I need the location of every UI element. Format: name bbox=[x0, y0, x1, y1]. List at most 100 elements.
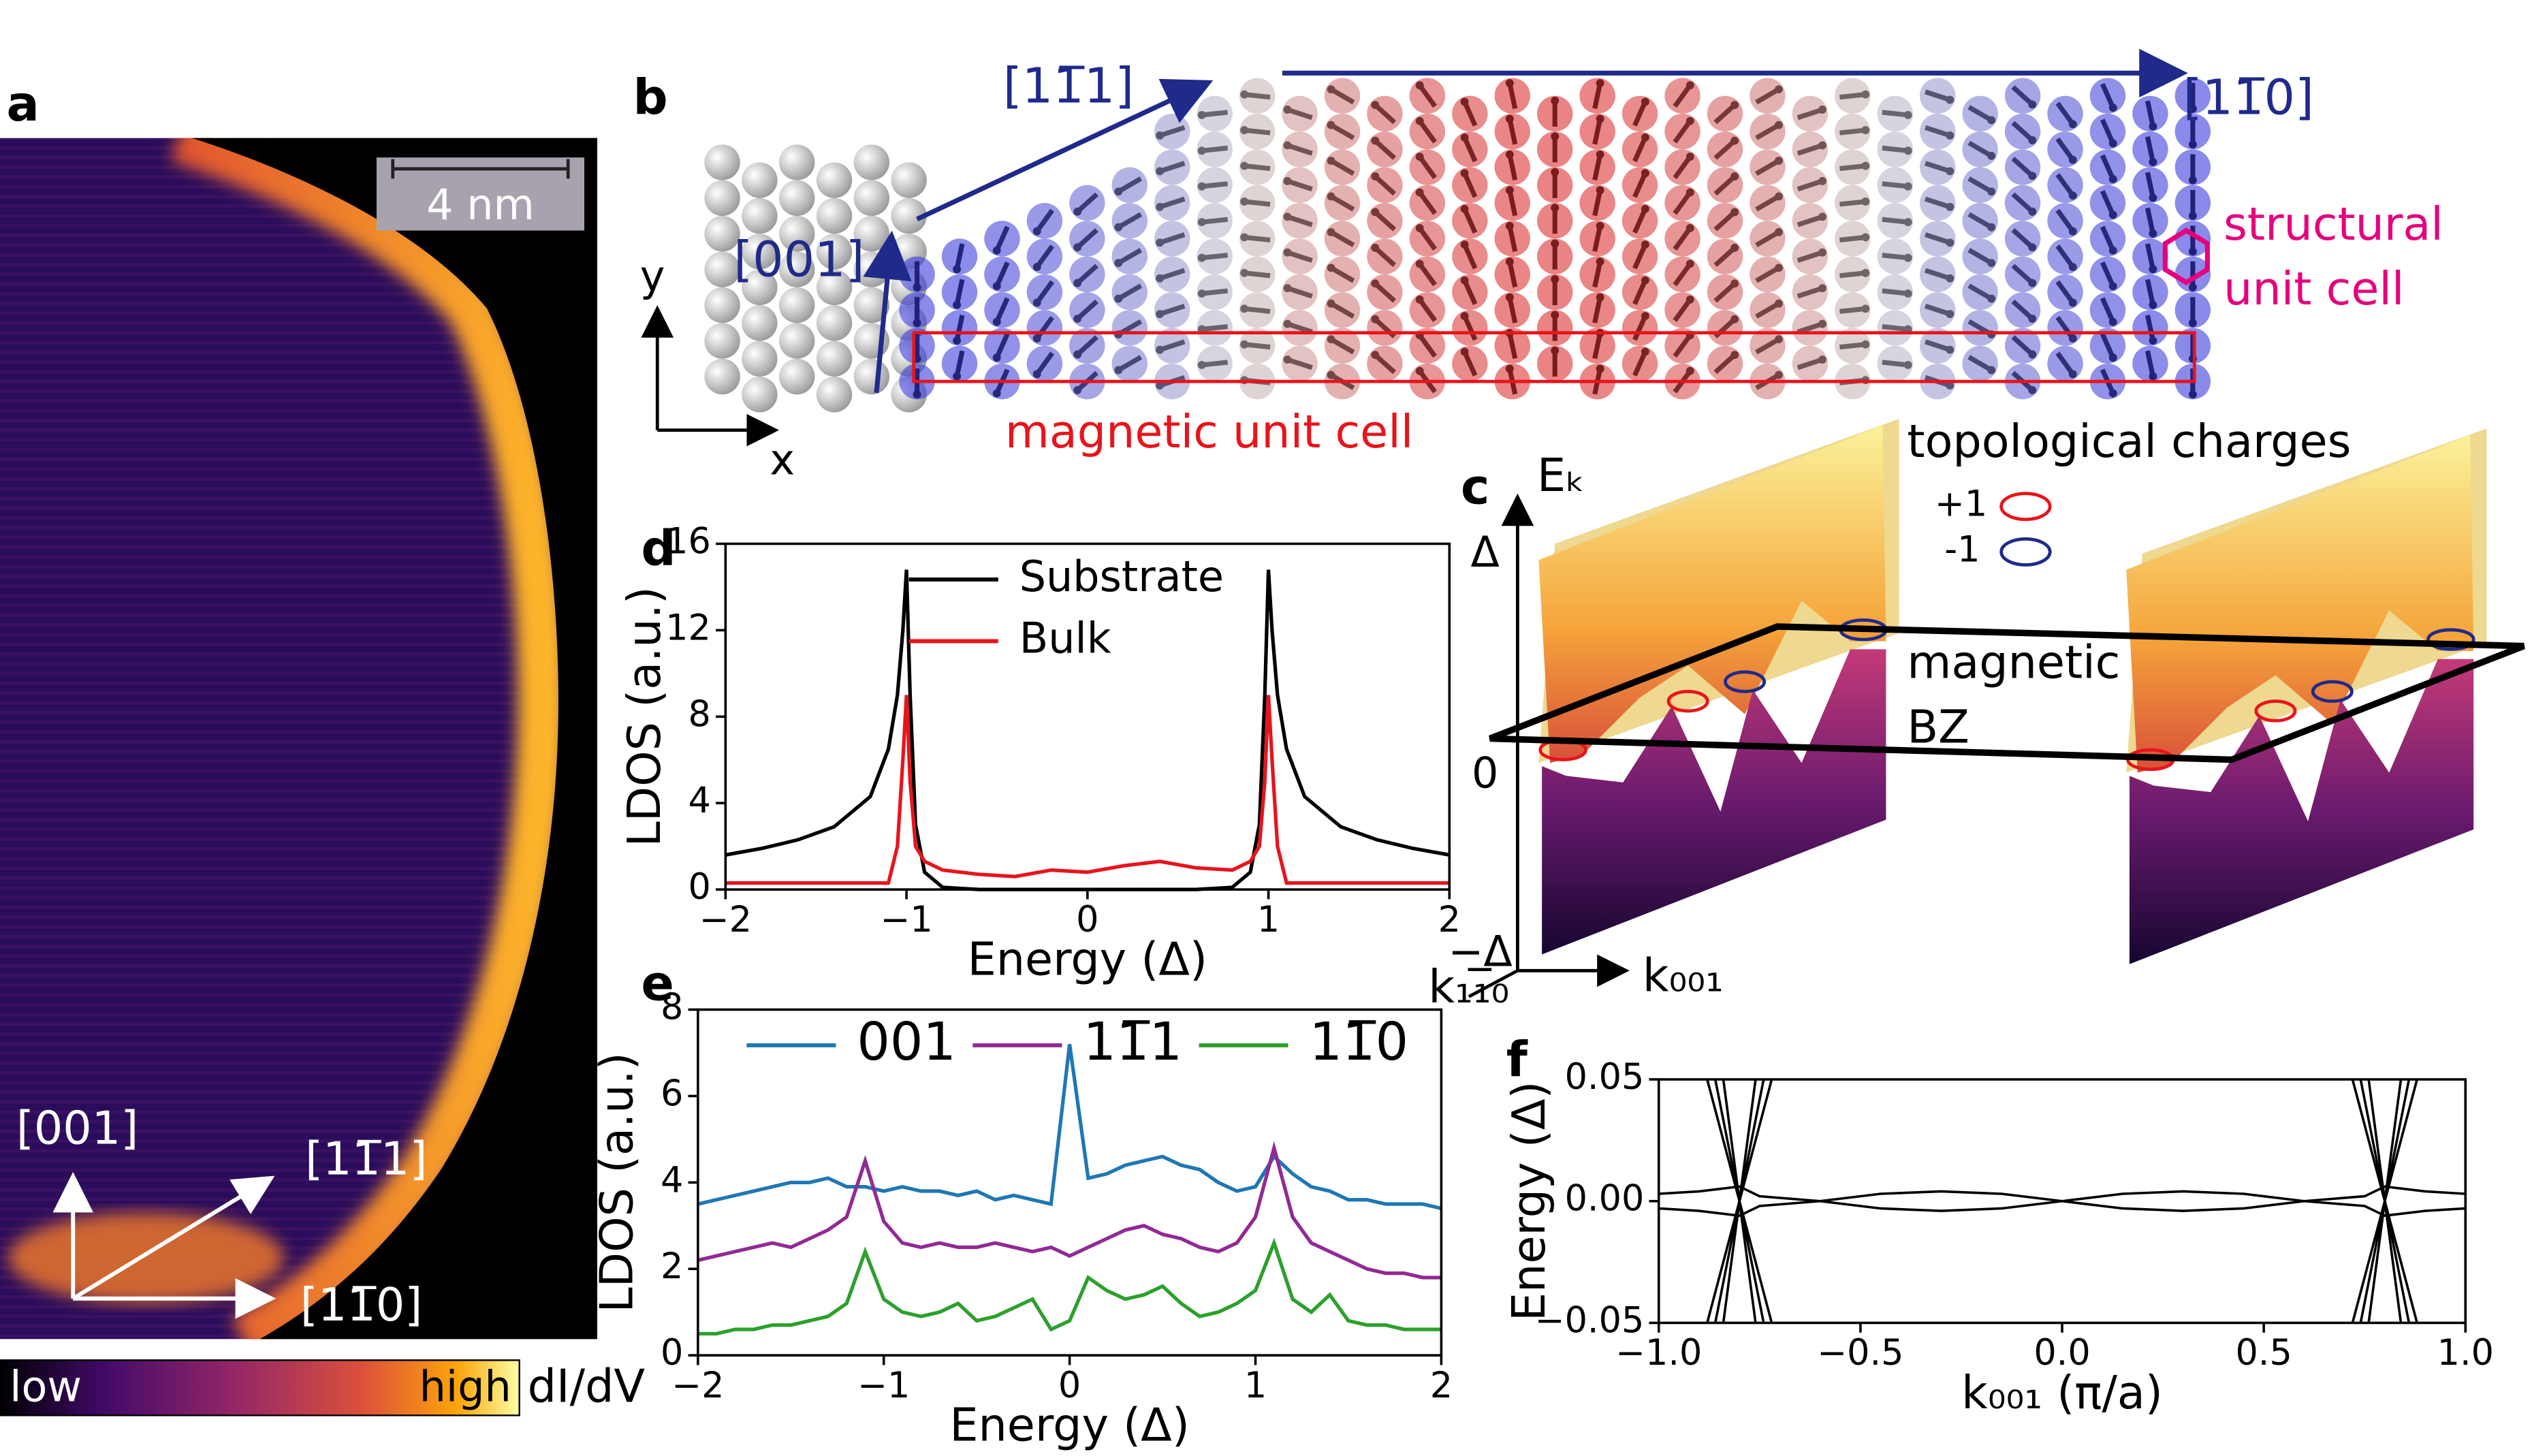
spin-head bbox=[1197, 110, 1206, 119]
spin-head bbox=[1415, 366, 1424, 375]
spin-head bbox=[913, 283, 921, 291]
spin bbox=[1075, 228, 1098, 249]
spin bbox=[1159, 303, 1186, 317]
spin-head bbox=[1818, 212, 1826, 221]
spin-head bbox=[1686, 188, 1694, 197]
spin bbox=[1507, 225, 1518, 252]
spin-head bbox=[1861, 233, 1870, 242]
cell-label: unit cell bbox=[2224, 262, 2404, 315]
stm-map bbox=[0, 138, 598, 1340]
spin bbox=[1417, 334, 1438, 358]
spin bbox=[1373, 138, 1397, 160]
spin-head bbox=[2028, 315, 2037, 323]
spin bbox=[1417, 119, 1438, 144]
series-line bbox=[697, 1043, 1442, 1210]
spin bbox=[994, 225, 1010, 252]
spin-head bbox=[1415, 224, 1424, 232]
spin-head bbox=[1641, 97, 1649, 106]
spin-head bbox=[1505, 150, 1514, 159]
atom bbox=[853, 358, 890, 395]
spin bbox=[1075, 335, 1098, 357]
spin bbox=[1286, 143, 1313, 156]
spin bbox=[1632, 136, 1648, 163]
magnetic-cell-box bbox=[912, 331, 2196, 383]
spin bbox=[1507, 118, 1518, 145]
spin bbox=[1839, 270, 1866, 279]
spin-head bbox=[1156, 167, 1165, 176]
x-tick-label: 0 bbox=[1058, 1365, 1081, 1406]
spin bbox=[1373, 103, 1397, 125]
spin-head bbox=[1327, 370, 1335, 379]
spin-head bbox=[1903, 146, 1912, 155]
spin bbox=[1839, 306, 1866, 314]
atom bbox=[742, 341, 778, 377]
spin bbox=[1967, 212, 1993, 230]
spin-head bbox=[1551, 239, 1560, 248]
spin bbox=[1373, 246, 1397, 268]
magnetic-cell-label: magnetic unit cell bbox=[1005, 405, 1413, 458]
spin bbox=[1373, 353, 1397, 375]
spin bbox=[1244, 306, 1271, 314]
atom bbox=[779, 287, 815, 323]
spin bbox=[1244, 127, 1271, 136]
spin-head bbox=[2068, 298, 2077, 307]
spin-head bbox=[1987, 116, 1996, 125]
spin-head bbox=[1197, 218, 1206, 227]
spin bbox=[1117, 355, 1143, 373]
spin-head bbox=[1327, 121, 1335, 129]
spin-head bbox=[1197, 253, 1206, 262]
tick-label: Δ bbox=[1471, 527, 1500, 577]
spin-head bbox=[2149, 265, 2157, 274]
spin bbox=[1839, 199, 1866, 207]
spin bbox=[2100, 225, 2116, 252]
spin-head bbox=[1505, 186, 1514, 195]
spin bbox=[2145, 315, 2155, 341]
spin-head bbox=[1240, 90, 1249, 99]
atom bbox=[816, 162, 853, 198]
axis-label: y bbox=[640, 251, 665, 301]
spin-head bbox=[1641, 312, 1649, 321]
spin bbox=[1924, 89, 1951, 102]
spin-head bbox=[2149, 229, 2157, 238]
atom bbox=[816, 305, 853, 341]
spin-head bbox=[1240, 161, 1249, 170]
spin bbox=[1329, 194, 1355, 212]
panel-b: b magnetic unit cell [11̅1] [11̅0] [001]… bbox=[633, 48, 2443, 484]
spin-head bbox=[1861, 304, 1870, 313]
spin-head bbox=[1327, 227, 1335, 236]
spin bbox=[1924, 232, 1951, 245]
spin-head bbox=[1505, 257, 1514, 266]
spin bbox=[1201, 360, 1229, 368]
spin-head bbox=[1460, 97, 1469, 106]
spin-head bbox=[1730, 279, 1739, 288]
spin bbox=[2011, 85, 2034, 107]
spin-head bbox=[2188, 104, 2197, 113]
spin bbox=[2055, 244, 2075, 269]
spin-head bbox=[913, 319, 921, 328]
spin-head bbox=[1641, 347, 1649, 356]
spin-head bbox=[1156, 310, 1165, 319]
spin bbox=[2055, 101, 2075, 126]
spin bbox=[1592, 296, 1603, 323]
x-tick-label: 1.0 bbox=[2437, 1332, 2494, 1374]
spin bbox=[1201, 217, 1229, 225]
spin-head bbox=[2149, 372, 2157, 381]
spin-head bbox=[1460, 133, 1469, 142]
spin-head bbox=[1371, 315, 1380, 323]
spin-head bbox=[1240, 197, 1249, 206]
spin-head bbox=[2108, 246, 2117, 255]
spin bbox=[1462, 208, 1478, 234]
spin-head bbox=[1946, 310, 1955, 319]
spin bbox=[2055, 280, 2075, 304]
legend-label: Substrate bbox=[1019, 552, 1224, 601]
spin bbox=[1417, 262, 1438, 287]
spin-head bbox=[2108, 282, 2117, 291]
spin-head bbox=[1156, 274, 1165, 283]
spin-head bbox=[1283, 284, 1292, 293]
spin bbox=[1924, 303, 1951, 317]
atom bbox=[853, 144, 890, 180]
spin bbox=[1507, 189, 1518, 217]
spin-head bbox=[1032, 370, 1041, 379]
spin-head bbox=[2149, 336, 2157, 345]
colorbar-low: low bbox=[10, 1361, 82, 1411]
